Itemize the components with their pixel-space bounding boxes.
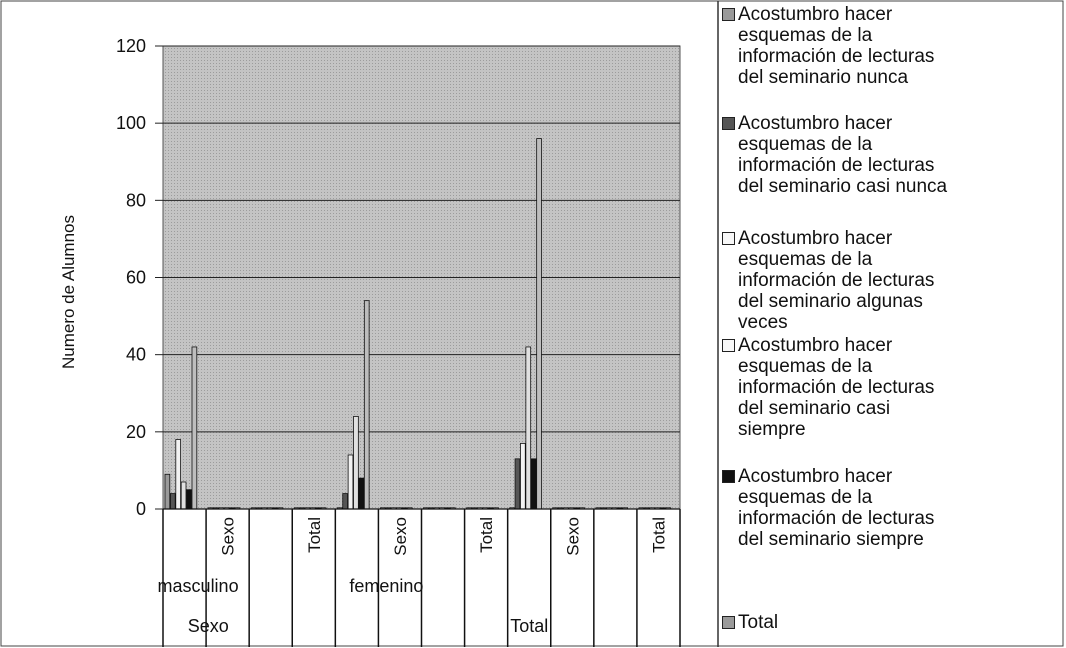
x-group-label: Total (510, 616, 548, 636)
legend-label-line: información de lecturas (738, 508, 935, 529)
legend-swatch (722, 470, 735, 483)
y-axis-label: Numero de Alumnos (59, 215, 78, 369)
legend-label-line: del seminario casi nunca (738, 176, 948, 197)
x-category-label: Total (305, 517, 324, 553)
legend-label-line: información de lecturas (738, 377, 935, 398)
legend-label-line: Acostumbro hacer (738, 4, 893, 25)
legend-label-line: veces (738, 312, 788, 333)
x-group-label: Sexo (188, 616, 229, 636)
legend-label: Acostumbro hacer esquemas de la informació… (738, 466, 1058, 550)
y-tick-label: 100 (116, 113, 146, 133)
legend-label-line: Acostumbro hacer (738, 466, 893, 487)
bar (358, 477, 365, 510)
legend-label-line: esquemas de la (738, 25, 873, 46)
legend-label-line: siempre (738, 419, 806, 440)
bar (525, 346, 532, 510)
legend-label: Acostumbro hacer esquemas de la informació… (738, 113, 1058, 197)
bar (164, 473, 171, 510)
x-category-label: Total (477, 517, 496, 553)
legend-label-line: Acostumbro hacer (738, 335, 893, 356)
legend-swatch (722, 232, 735, 245)
x-axis: Sexo Total Sexo Total Sexo Total masculino feme… (158, 508, 681, 647)
y-tick-label: 60 (126, 268, 146, 288)
legend-label-line: Acostumbro hacer (738, 113, 893, 134)
legend-label-line: del seminario nunca (738, 67, 909, 88)
legend-swatch (722, 117, 735, 130)
legend-label-line: esquemas de la (738, 356, 873, 377)
bar (180, 481, 187, 510)
legend-label-line: información de lecturas (738, 46, 935, 67)
legend-label-line: Total (738, 612, 779, 633)
legend-label-line: esquemas de la (738, 249, 873, 270)
x-subgroup-label: masculino (158, 576, 239, 596)
bar (530, 458, 537, 510)
bar (186, 489, 192, 510)
x-category-label: Sexo (563, 517, 582, 556)
x-subgroup-label: femenino (349, 576, 423, 596)
legend-label: Acostumbro hacer esquemas de la informació… (738, 228, 1058, 333)
y-tick-label: 20 (126, 422, 146, 442)
x-category-label: Sexo (391, 517, 410, 556)
bar (342, 493, 348, 510)
bar (175, 439, 182, 510)
legend-label-line: del seminario algunas (738, 291, 923, 312)
legend-label-line: esquemas de la (738, 134, 873, 155)
y-tick-label: 0 (136, 499, 146, 519)
gridlines (163, 45, 680, 433)
x-category-label: Sexo (219, 517, 238, 556)
legend-label-line: información de lecturas (738, 155, 935, 176)
legend-label-line: información de lecturas (738, 270, 935, 291)
y-tick-label: 120 (116, 36, 146, 56)
y-tick-label: 40 (126, 345, 146, 365)
legend-label-line: esquemas de la (738, 487, 873, 508)
legend-label-line: Acostumbro hacer (738, 228, 893, 249)
bar (169, 493, 176, 510)
legend-swatch (722, 616, 735, 629)
bar (347, 454, 354, 510)
bar (514, 458, 521, 510)
x-category-label: Total (649, 517, 668, 553)
legend: Acostumbro hacer esquemas de la informació… (720, 0, 1066, 648)
y-axis: 0 20 40 60 80 100 120 (116, 36, 163, 519)
bar (520, 443, 526, 510)
legend-label: Acostumbro hacer esquemas de la informació… (738, 4, 1058, 88)
legend-label-line: del seminario casi (738, 398, 891, 419)
y-tick-label: 80 (126, 190, 146, 210)
bar (353, 415, 359, 510)
legend-label: Total (738, 612, 1058, 633)
legend-label-line: del seminario siempre (738, 529, 924, 550)
legend-label: Acostumbro hacer esquemas de la informació… (738, 335, 1058, 440)
legend-swatch (722, 8, 735, 21)
bar (536, 138, 542, 510)
legend-swatch (722, 339, 735, 352)
bar (191, 346, 198, 510)
bar (363, 300, 370, 510)
